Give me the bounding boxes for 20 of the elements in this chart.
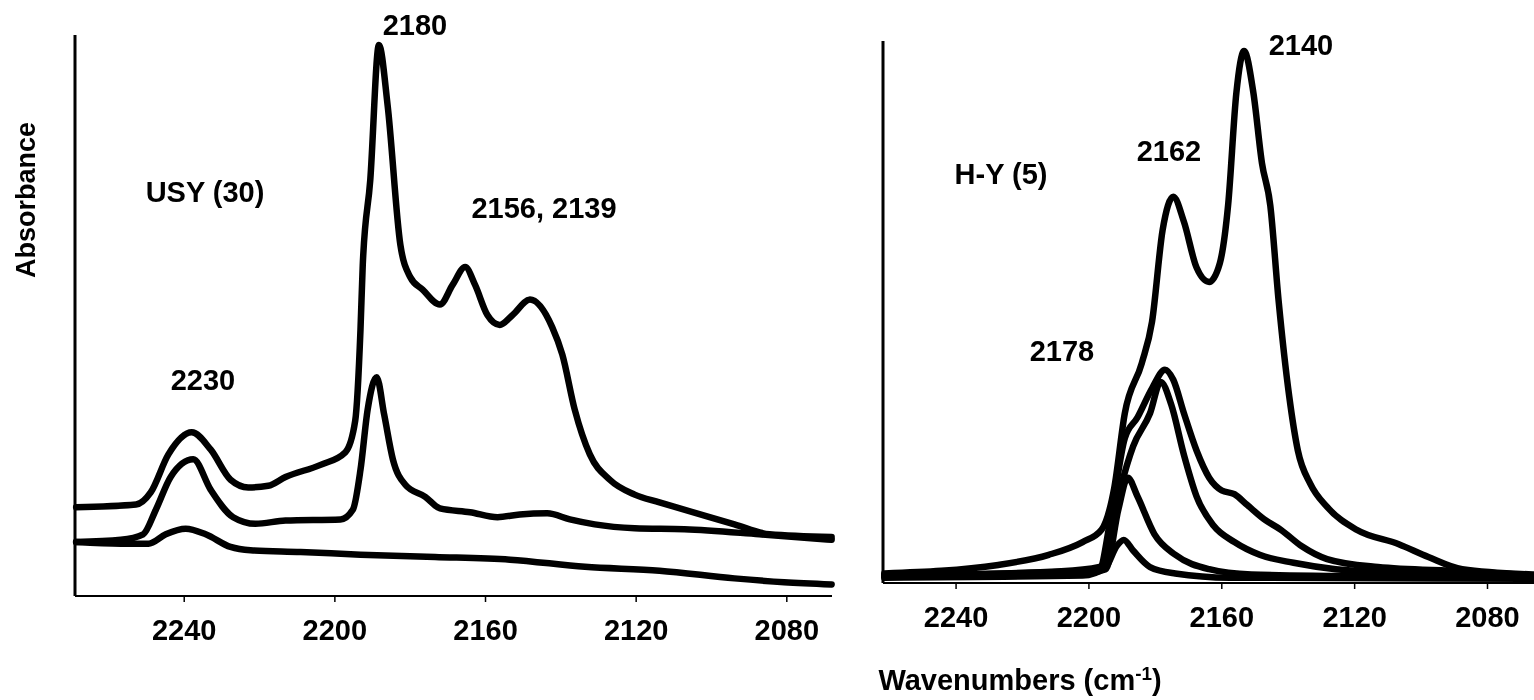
y-axis-title: Absorbance xyxy=(11,121,41,279)
x-tick-label: 2080 xyxy=(754,614,820,646)
x-tick-label: 2200 xyxy=(1056,601,1122,633)
x-axis-title: Wavenumbers (cm$^{-1}$) xyxy=(878,662,1162,696)
annotation: USY (30) xyxy=(145,176,265,208)
annotation: 2178 xyxy=(1029,335,1095,367)
text: 2180 xyxy=(382,9,448,41)
annotation: 2140 xyxy=(1268,29,1334,61)
x-tick-label: 2080 xyxy=(1455,601,1520,633)
x-tick-label: 2160 xyxy=(1189,601,1255,633)
annotation: H-Y (5) xyxy=(954,158,1048,190)
x-tick-label: 2200 xyxy=(302,614,368,646)
annotation: 2162 xyxy=(1136,135,1202,167)
x-tick-label: 2160 xyxy=(453,614,518,646)
x-tick-label: 2240 xyxy=(923,601,989,633)
x-tick-label: 2120 xyxy=(1322,601,1387,633)
annotation: 2156, 2139 xyxy=(471,192,617,224)
x-tick-label: 2120 xyxy=(603,614,669,646)
annotation: 2230 xyxy=(170,364,236,396)
x-tick-label: 2240 xyxy=(151,614,217,646)
